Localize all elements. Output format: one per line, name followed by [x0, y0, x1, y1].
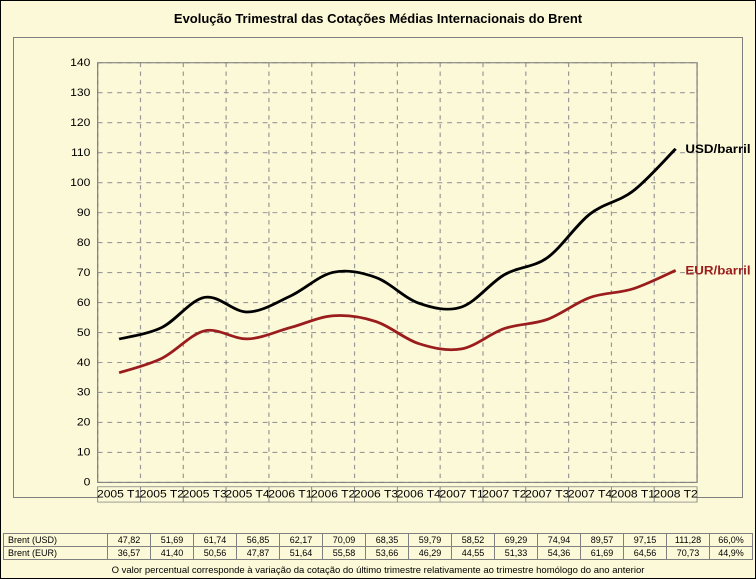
- svg-text:100: 100: [70, 177, 90, 188]
- table-cell: 55,58: [323, 547, 366, 560]
- table-cell: 47,87: [237, 547, 280, 560]
- svg-text:2006 T3: 2006 T3: [354, 489, 398, 500]
- table-cell: 58,52: [452, 534, 495, 547]
- row-header: Brent (USD): [4, 534, 108, 547]
- svg-text:2007 T4: 2007 T4: [568, 489, 613, 500]
- svg-text:40: 40: [77, 357, 90, 368]
- table-cell: 51,64: [280, 547, 323, 560]
- table-cell: 70,09: [323, 534, 366, 547]
- table-cell: 50,56: [194, 547, 237, 560]
- table-cell: 56,85: [237, 534, 280, 547]
- svg-text:30: 30: [77, 387, 90, 398]
- svg-text:0: 0: [84, 477, 91, 488]
- table-cell: 69,29: [495, 534, 538, 547]
- row-header: Brent (EUR): [4, 547, 108, 560]
- table-cell: 51,69: [151, 534, 194, 547]
- svg-text:130: 130: [70, 87, 90, 98]
- series-label-usd: USD/barril: [685, 143, 750, 156]
- svg-text:2005 T4: 2005 T4: [225, 489, 270, 500]
- chart-area: 0 10 20 30 40 50 60 70 80 90 100 110 120 130 140 2005 …: [13, 37, 743, 498]
- table-cell: 68,35: [366, 534, 409, 547]
- table-row: Brent (EUR)36,5741,4050,5647,8751,6455,5…: [4, 547, 753, 560]
- table-cell: 62,17: [280, 534, 323, 547]
- svg-text:50: 50: [77, 327, 90, 338]
- svg-text:110: 110: [71, 147, 90, 158]
- table-cell: 36,57: [108, 547, 151, 560]
- table-cell: 111,28: [667, 534, 710, 547]
- svg-text:90: 90: [77, 207, 90, 218]
- svg-text:2007 T3: 2007 T3: [525, 489, 569, 500]
- svg-text:2006 T1: 2006 T1: [268, 489, 312, 500]
- table-cell: 44,55: [452, 547, 495, 560]
- chart-frame: Evolução Trimestral das Cotações Médias …: [0, 0, 756, 579]
- svg-text:60: 60: [77, 297, 90, 308]
- series-label-eur: EUR/barril: [685, 264, 750, 277]
- svg-text:2005 T3: 2005 T3: [183, 489, 227, 500]
- table-cell: 54,36: [538, 547, 581, 560]
- svg-text:2007 T2: 2007 T2: [482, 489, 526, 500]
- chart-title: Evolução Trimestral das Cotações Médias …: [1, 1, 755, 32]
- svg-text:120: 120: [70, 117, 90, 128]
- table-cell: 70,73: [667, 547, 710, 560]
- svg-text:80: 80: [77, 237, 90, 248]
- table-cell: 53,66: [366, 547, 409, 560]
- table-cell: 44,9%: [710, 547, 753, 560]
- table-cell: 74,94: [538, 534, 581, 547]
- table-cell: 61,69: [581, 547, 624, 560]
- svg-text:2007 T1: 2007 T1: [439, 489, 483, 500]
- table-cell: 61,74: [194, 534, 237, 547]
- svg-text:20: 20: [77, 417, 90, 428]
- table-cell: 64,56: [624, 547, 667, 560]
- svg-text:2006 T2: 2006 T2: [311, 489, 355, 500]
- svg-text:2005 T2: 2005 T2: [140, 489, 184, 500]
- svg-text:2005 T1: 2005 T1: [97, 489, 141, 500]
- table-cell: 41,40: [151, 547, 194, 560]
- footnote: O valor percentual corresponde à variaçã…: [1, 565, 755, 576]
- table-cell: 66,0%: [710, 534, 753, 547]
- svg-text:2006 T4: 2006 T4: [397, 489, 442, 500]
- table-cell: 46,29: [409, 547, 452, 560]
- svg-text:2008 T2: 2008 T2: [654, 489, 698, 500]
- table-row: Brent (USD)47,8251,6961,7456,8562,1770,0…: [4, 534, 753, 547]
- svg-text:2008 T1: 2008 T1: [611, 489, 655, 500]
- table-cell: 47,82: [108, 534, 151, 547]
- line-chart: 0 10 20 30 40 50 60 70 80 90 100 110 120 130 140 2005 …: [54, 54, 756, 513]
- table-cell: 51,33: [495, 547, 538, 560]
- svg-text:140: 140: [70, 58, 90, 69]
- table-cell: 59,79: [409, 534, 452, 547]
- svg-text:10: 10: [77, 447, 90, 458]
- table-cell: 97,15: [624, 534, 667, 547]
- table-cell: 89,57: [581, 534, 624, 547]
- data-table: Brent (USD)47,8251,6961,7456,8562,1770,0…: [3, 533, 753, 560]
- svg-text:70: 70: [77, 267, 90, 278]
